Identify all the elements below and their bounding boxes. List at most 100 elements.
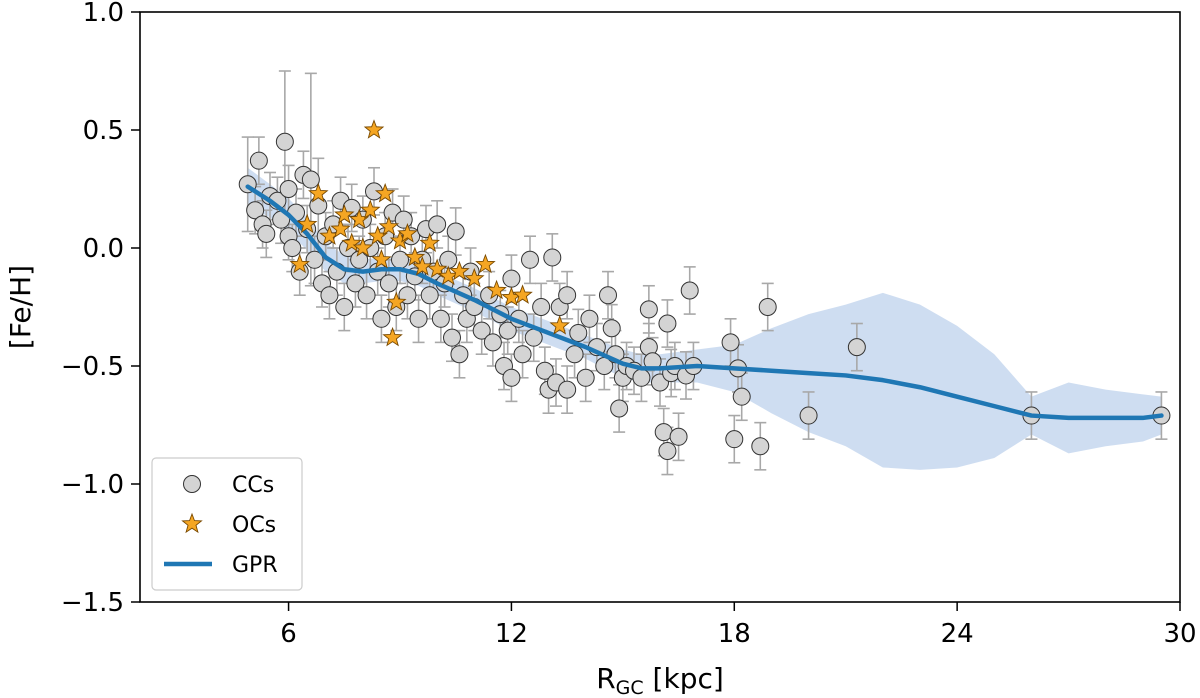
oc-point (363, 119, 385, 139)
cc-point (502, 269, 521, 288)
cc-point (450, 345, 469, 364)
oc-point (382, 326, 403, 347)
gpr-confidence-band-layer (247, 167, 1162, 470)
cc-points-layer (238, 132, 1171, 460)
legend-item-gpr: GPR (164, 553, 278, 578)
cc-point (472, 321, 491, 340)
legend: CCs OCs GPR (151, 457, 303, 591)
oc-point (512, 284, 533, 304)
oc-point (334, 204, 355, 224)
cc-point (632, 368, 651, 387)
gpr-line-layer (245, 184, 1164, 421)
cc-point (372, 309, 391, 328)
cc-point (502, 368, 521, 387)
legend-box (151, 457, 303, 591)
x-axis-label-subscript: GC (616, 677, 644, 698)
cc-point (569, 323, 588, 342)
cc-point (275, 132, 294, 151)
legend-item-ocs: OCs (181, 512, 276, 538)
y-axis-ticks: −1.5 −1.0 −0.5 0.0 0.5 1.0 (61, 0, 140, 618)
cc-point (428, 215, 447, 234)
cc-point (599, 286, 617, 305)
oc-point (352, 237, 374, 257)
x-axis-ticks: 6 12 18 24 30 (280, 602, 1197, 649)
oc-point (449, 260, 470, 281)
oc-points-layer (289, 119, 570, 347)
y-tick-label: −1.5 (61, 588, 124, 618)
cc-point (513, 345, 532, 364)
cc-point (420, 286, 439, 305)
oc-point (296, 213, 318, 234)
cc-point (305, 250, 324, 269)
cc-point (543, 248, 562, 267)
cc-point (246, 201, 265, 220)
cc-point (658, 314, 677, 333)
gpr-confidence-band (247, 167, 1162, 470)
legend-label: OCs (232, 513, 276, 538)
cc-point (532, 298, 551, 316)
legend-label: CCs (232, 473, 274, 498)
oc-point (289, 253, 310, 274)
oc-point (419, 232, 440, 253)
y-axis-label: [Fe/H] (4, 265, 37, 349)
cc-point (409, 309, 428, 328)
cc-point (279, 180, 298, 198)
cc-point (602, 319, 621, 338)
cc-point (483, 333, 502, 352)
x-tick-label: 12 (495, 619, 528, 649)
cc-point (558, 286, 577, 305)
y-tick-label: −1.0 (61, 470, 124, 500)
oc-point (426, 258, 448, 278)
cc-point (309, 196, 328, 215)
cc-point (725, 430, 744, 449)
cc-point (335, 298, 354, 316)
cc-point (565, 345, 584, 364)
oc-point (404, 246, 426, 267)
legend-oc-marker (181, 512, 203, 534)
x-tick-label: 6 (280, 619, 297, 649)
cc-point (658, 441, 677, 460)
cc-point (680, 281, 699, 300)
y-tick-label: −0.5 (61, 352, 124, 382)
oc-point (397, 223, 418, 243)
cc-point (732, 387, 751, 406)
cc-point (580, 309, 599, 328)
x-axis-label: RGC [kpc] (596, 662, 724, 698)
cc-point (394, 210, 413, 229)
y-tick-label: 0.0 (83, 234, 124, 264)
cc-point (721, 333, 740, 352)
x-tick-label: 18 (718, 619, 751, 649)
cc-point (751, 437, 770, 456)
x-tick-label: 30 (1163, 619, 1196, 649)
legend-cc-marker (183, 475, 201, 493)
oc-point (374, 182, 396, 203)
oc-point (330, 218, 351, 238)
cc-point (283, 239, 302, 257)
cc-point (446, 222, 465, 241)
cc-point (758, 298, 777, 316)
y-tick-label: 0.5 (83, 116, 124, 146)
cc-point (521, 250, 539, 269)
oc-point (549, 315, 570, 335)
oc-point (360, 199, 381, 219)
cc-point (320, 286, 339, 305)
gpr-line (245, 184, 1164, 421)
oc-point (308, 182, 329, 203)
oc-point (475, 253, 496, 274)
legend-items: CCs OCs GPR (164, 473, 278, 578)
cc-point (847, 338, 866, 357)
oc-point (464, 267, 485, 288)
oc-point (386, 291, 407, 312)
cc-point (249, 151, 268, 170)
oc-point (341, 232, 362, 253)
cc-point (257, 224, 276, 243)
cc-point (639, 300, 658, 319)
oc-point (378, 215, 400, 236)
cc-point (301, 170, 320, 189)
plot-frame (139, 11, 1181, 603)
cc-point (535, 361, 554, 380)
legend-item-ccs: CCs (183, 473, 274, 498)
oc-point (371, 249, 392, 269)
y-tick-label: 1.0 (83, 0, 124, 28)
